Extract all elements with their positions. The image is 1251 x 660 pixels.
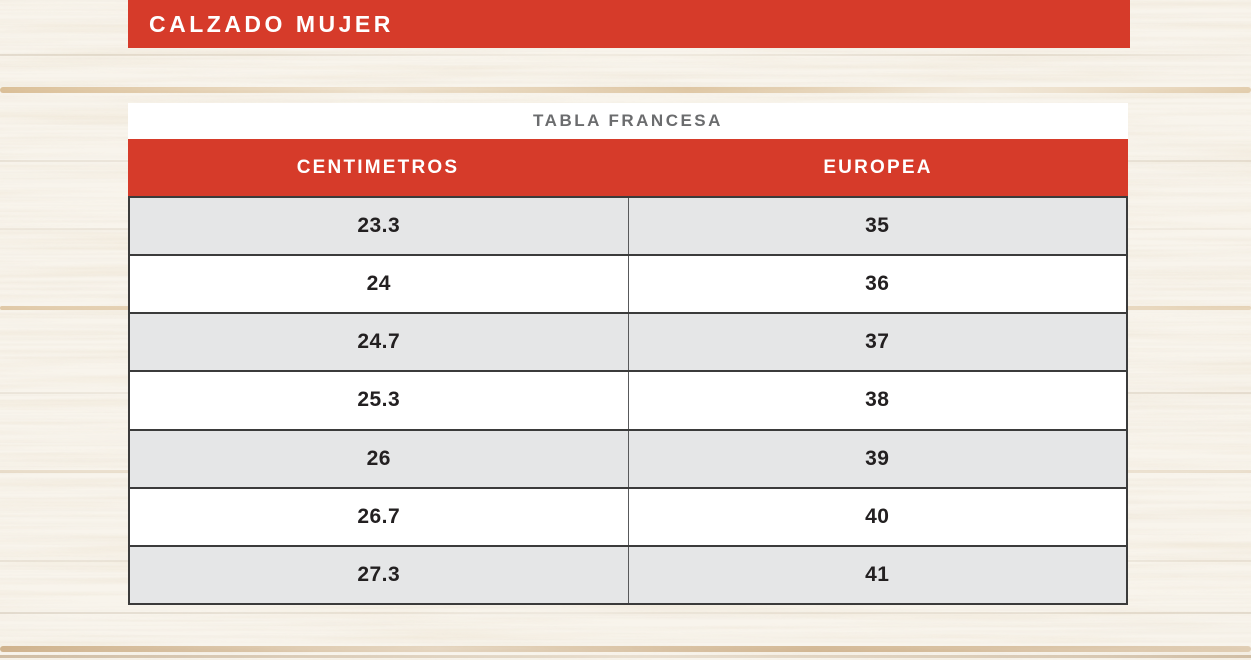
- column-header-europea: EUROPEA: [823, 156, 933, 178]
- cell-centimeters: 24.7: [130, 314, 629, 371]
- cell-centimeters: 23.3: [130, 198, 629, 255]
- cell-european-size: 37: [865, 330, 890, 354]
- cell-centimeters: 25.3: [130, 372, 629, 429]
- table-caption: TABLA FRANCESA: [128, 103, 1128, 139]
- cell-centimeters: 24: [130, 256, 629, 313]
- table-row: 23.3 35: [130, 198, 1126, 255]
- table-row: 25.3 38: [130, 370, 1126, 429]
- cell-european-size: 40: [865, 504, 890, 528]
- column-header-centimetros: CENTIMETROS: [296, 156, 460, 178]
- table-row: 24.7 37: [130, 312, 1126, 371]
- section-title-bar: CALZADO MUJER: [128, 0, 1130, 48]
- table-header-row: CENTIMETROS EUROPEA: [128, 139, 1128, 196]
- table-row: 26.7 40: [130, 486, 1126, 545]
- cell-european-size: 41: [865, 562, 890, 586]
- cell-european-size: 38: [865, 388, 890, 412]
- section-title: CALZADO MUJER: [149, 10, 394, 37]
- cell-centimeters: 26.7: [130, 488, 629, 545]
- cell-european-size: 35: [865, 214, 890, 238]
- cell-european-size: 36: [865, 272, 890, 296]
- table-row: 26 39: [130, 428, 1126, 487]
- table-row: 24 36: [130, 254, 1126, 313]
- table-row: 27.3 41: [130, 544, 1126, 603]
- table-body: 23.3 35 24 36 24.7 37 25.3 38 26 39 26.7…: [128, 196, 1128, 605]
- cell-centimeters: 27.3: [130, 546, 629, 603]
- size-chart-table: TABLA FRANCESA CENTIMETROS EUROPEA 23.3 …: [128, 103, 1128, 605]
- cell-centimeters: 26: [130, 430, 629, 487]
- cell-european-size: 39: [865, 446, 890, 470]
